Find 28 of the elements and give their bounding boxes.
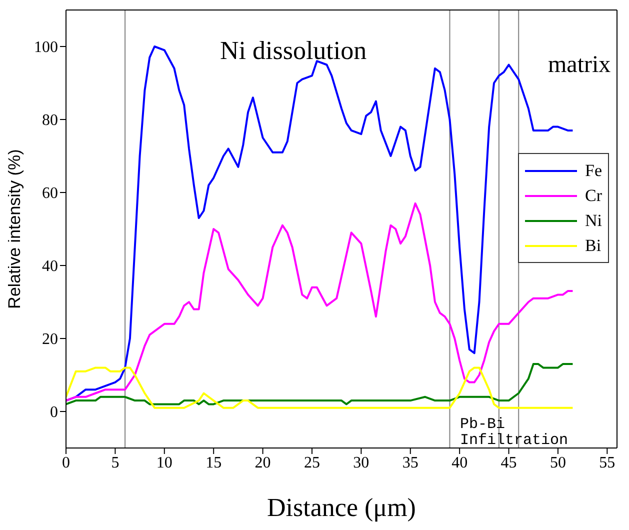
x-tick-label: 55 bbox=[599, 454, 616, 472]
legend-label: Fe bbox=[585, 160, 602, 180]
x-tick-label: 40 bbox=[452, 454, 468, 472]
x-axis-title: Distance (μm) bbox=[267, 493, 416, 522]
x-tick-label: 35 bbox=[402, 454, 418, 472]
x-tick-label: 30 bbox=[353, 454, 370, 472]
x-tick-label: 5 bbox=[111, 454, 120, 472]
annotation: Ni dissolution bbox=[220, 36, 367, 66]
x-tick-label: 15 bbox=[206, 454, 222, 472]
legend-label: Ni bbox=[585, 210, 602, 230]
x-tick-label: 20 bbox=[254, 454, 271, 472]
y-tick-label: 80 bbox=[42, 112, 58, 130]
x-tick-label: 50 bbox=[550, 454, 566, 472]
y-tick-label: 0 bbox=[50, 404, 58, 422]
x-tick-label: 0 bbox=[62, 454, 70, 472]
x-tick-label: 45 bbox=[500, 454, 517, 472]
legend-label: Cr bbox=[585, 186, 602, 206]
x-tick-label: 10 bbox=[156, 454, 172, 472]
y-axis-title: Relative intensity (%) bbox=[5, 149, 24, 309]
annotation: matrix bbox=[548, 52, 611, 80]
y-tick-label: 40 bbox=[42, 258, 58, 276]
line-series bbox=[66, 202, 574, 402]
x-tick-label: 25 bbox=[304, 454, 320, 472]
annotation: Pb-Bi Infiltration bbox=[460, 416, 568, 449]
legend-label: Bi bbox=[585, 236, 602, 256]
y-tick-label: 60 bbox=[42, 185, 58, 202]
y-tick-label: 20 bbox=[42, 331, 58, 348]
y-tick-label: 100 bbox=[34, 39, 58, 56]
